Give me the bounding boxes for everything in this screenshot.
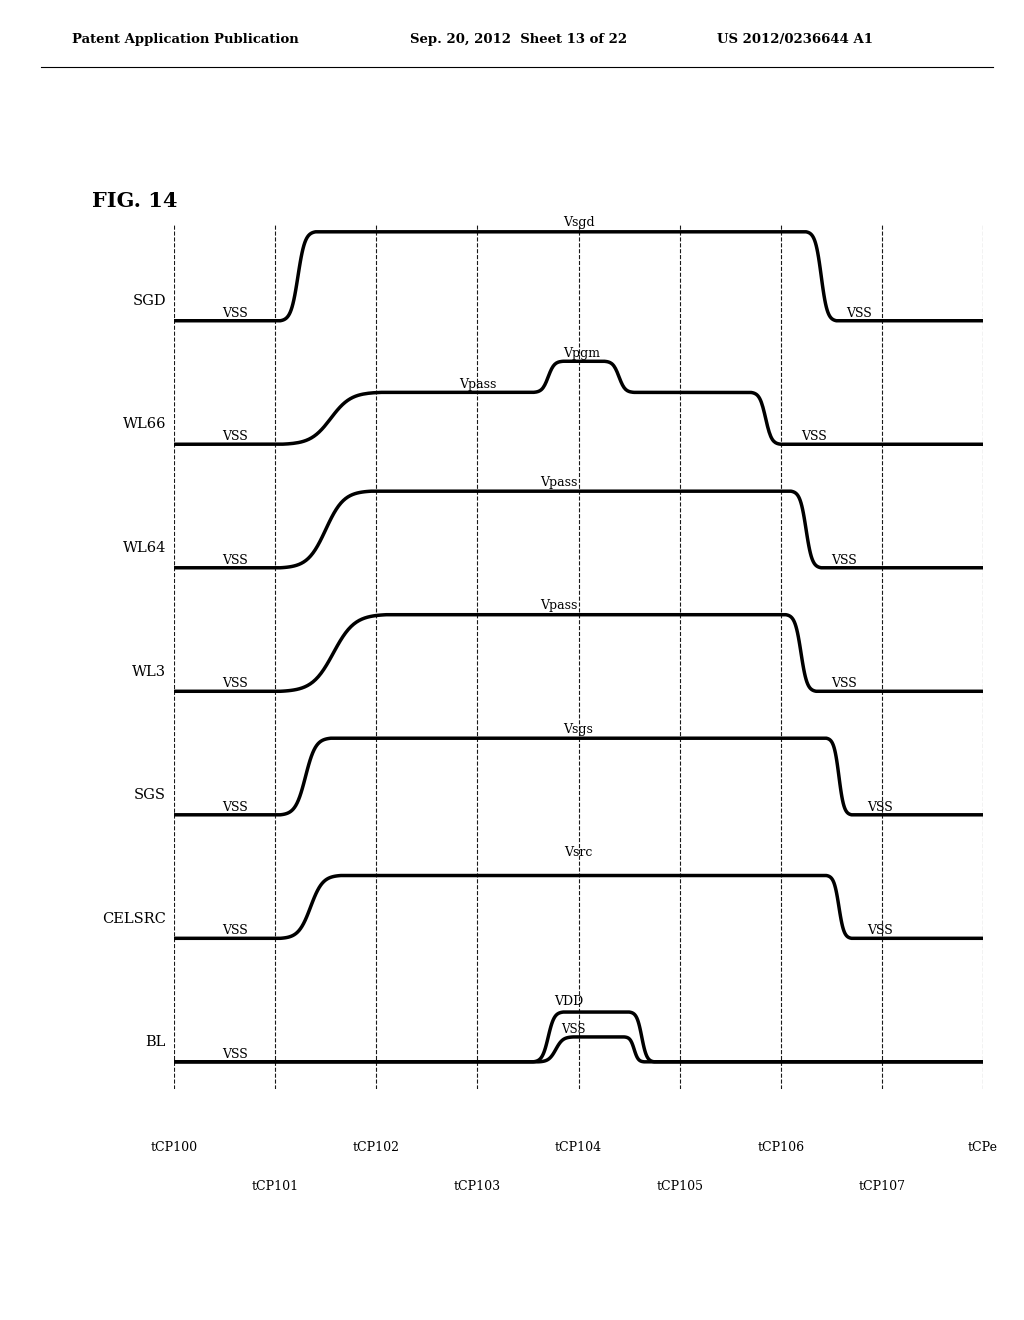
Text: Patent Application Publication: Patent Application Publication <box>72 33 298 46</box>
Text: Vpass: Vpass <box>540 475 577 488</box>
Text: VSS: VSS <box>222 430 249 444</box>
Text: Vpass: Vpass <box>459 378 497 391</box>
Text: SGD: SGD <box>132 294 166 308</box>
Text: Vpgm: Vpgm <box>563 347 600 360</box>
Text: VSS: VSS <box>866 924 893 937</box>
Text: tCP101: tCP101 <box>252 1180 299 1193</box>
Text: VSS: VSS <box>222 306 249 319</box>
Text: WL3: WL3 <box>132 664 166 678</box>
Text: tCP105: tCP105 <box>656 1180 703 1193</box>
Text: Vsgs: Vsgs <box>563 723 594 735</box>
Text: VSS: VSS <box>561 1023 586 1036</box>
Text: WL66: WL66 <box>123 417 166 432</box>
Text: BL: BL <box>145 1035 166 1049</box>
Text: VSS: VSS <box>801 430 826 444</box>
Text: Vsrc: Vsrc <box>564 846 593 859</box>
Text: VSS: VSS <box>866 801 893 814</box>
Text: Sep. 20, 2012  Sheet 13 of 22: Sep. 20, 2012 Sheet 13 of 22 <box>410 33 627 46</box>
Text: VSS: VSS <box>222 801 249 814</box>
Text: VSS: VSS <box>222 1048 249 1061</box>
Text: WL64: WL64 <box>123 541 166 554</box>
Text: tCP106: tCP106 <box>757 1140 805 1154</box>
Text: VDD: VDD <box>554 995 583 1008</box>
Text: tCP100: tCP100 <box>151 1140 198 1154</box>
Text: tCPe: tCPe <box>968 1140 998 1154</box>
Text: VSS: VSS <box>831 554 857 566</box>
Text: tCP104: tCP104 <box>555 1140 602 1154</box>
Text: US 2012/0236644 A1: US 2012/0236644 A1 <box>717 33 872 46</box>
Text: tCP107: tCP107 <box>858 1180 905 1193</box>
Text: tCP103: tCP103 <box>454 1180 501 1193</box>
Text: FIG. 14: FIG. 14 <box>92 191 177 211</box>
Text: Vpass: Vpass <box>540 599 577 612</box>
Text: SGS: SGS <box>134 788 166 803</box>
Text: VSS: VSS <box>831 677 857 690</box>
Text: VSS: VSS <box>847 306 872 319</box>
Text: tCP102: tCP102 <box>353 1140 399 1154</box>
Text: Vsgd: Vsgd <box>563 216 594 230</box>
Text: VSS: VSS <box>222 677 249 690</box>
Text: CELSRC: CELSRC <box>102 912 166 925</box>
Text: VSS: VSS <box>222 554 249 566</box>
Text: VSS: VSS <box>222 924 249 937</box>
